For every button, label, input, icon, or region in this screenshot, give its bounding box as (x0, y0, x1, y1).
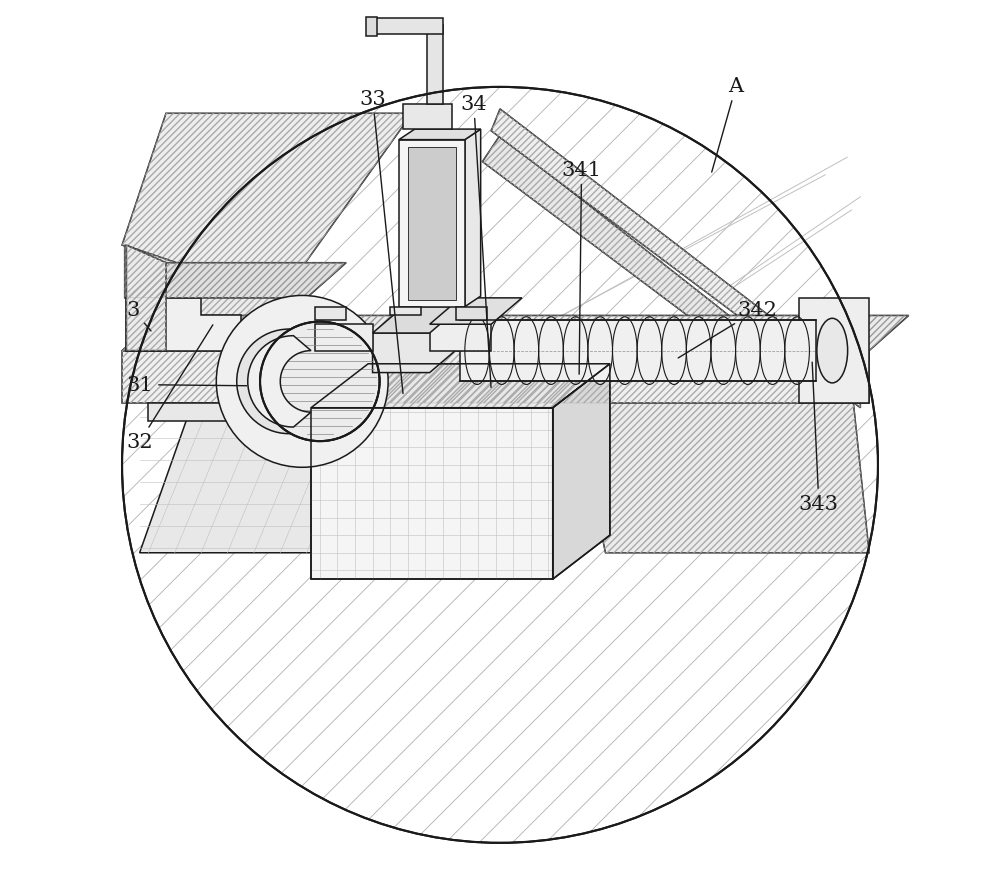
Text: 32: 32 (126, 326, 213, 452)
Text: 3: 3 (126, 301, 151, 332)
Text: 33: 33 (359, 90, 403, 394)
Polygon shape (799, 299, 869, 404)
Polygon shape (126, 246, 166, 351)
Text: 343: 343 (799, 363, 839, 514)
Polygon shape (570, 386, 869, 553)
Polygon shape (122, 316, 909, 351)
Text: 31: 31 (126, 376, 247, 395)
Polygon shape (126, 299, 307, 351)
Text: A: A (712, 77, 744, 173)
Polygon shape (460, 320, 816, 382)
Polygon shape (311, 364, 610, 408)
Polygon shape (248, 336, 311, 428)
Polygon shape (122, 114, 412, 299)
Ellipse shape (817, 319, 848, 384)
Polygon shape (122, 351, 869, 404)
Polygon shape (456, 307, 487, 320)
Ellipse shape (260, 322, 380, 442)
Polygon shape (553, 364, 610, 579)
Polygon shape (125, 246, 280, 334)
Polygon shape (430, 299, 522, 325)
Text: 34: 34 (460, 95, 491, 388)
Polygon shape (430, 325, 491, 351)
Text: 341: 341 (562, 161, 602, 375)
Polygon shape (126, 263, 346, 299)
Ellipse shape (237, 330, 341, 435)
Polygon shape (366, 18, 377, 37)
Polygon shape (315, 307, 346, 320)
Polygon shape (408, 148, 456, 300)
Polygon shape (390, 307, 421, 316)
Text: 342: 342 (678, 301, 777, 358)
Polygon shape (140, 404, 562, 553)
Polygon shape (148, 404, 298, 421)
Polygon shape (373, 307, 460, 334)
Polygon shape (399, 130, 481, 140)
Polygon shape (373, 307, 460, 373)
Polygon shape (427, 26, 443, 105)
Polygon shape (465, 130, 481, 307)
Polygon shape (403, 105, 452, 130)
Polygon shape (315, 325, 373, 351)
Polygon shape (491, 110, 860, 408)
Polygon shape (399, 140, 465, 307)
Polygon shape (375, 19, 443, 35)
Polygon shape (482, 136, 852, 439)
Polygon shape (311, 408, 553, 579)
Circle shape (216, 296, 388, 468)
